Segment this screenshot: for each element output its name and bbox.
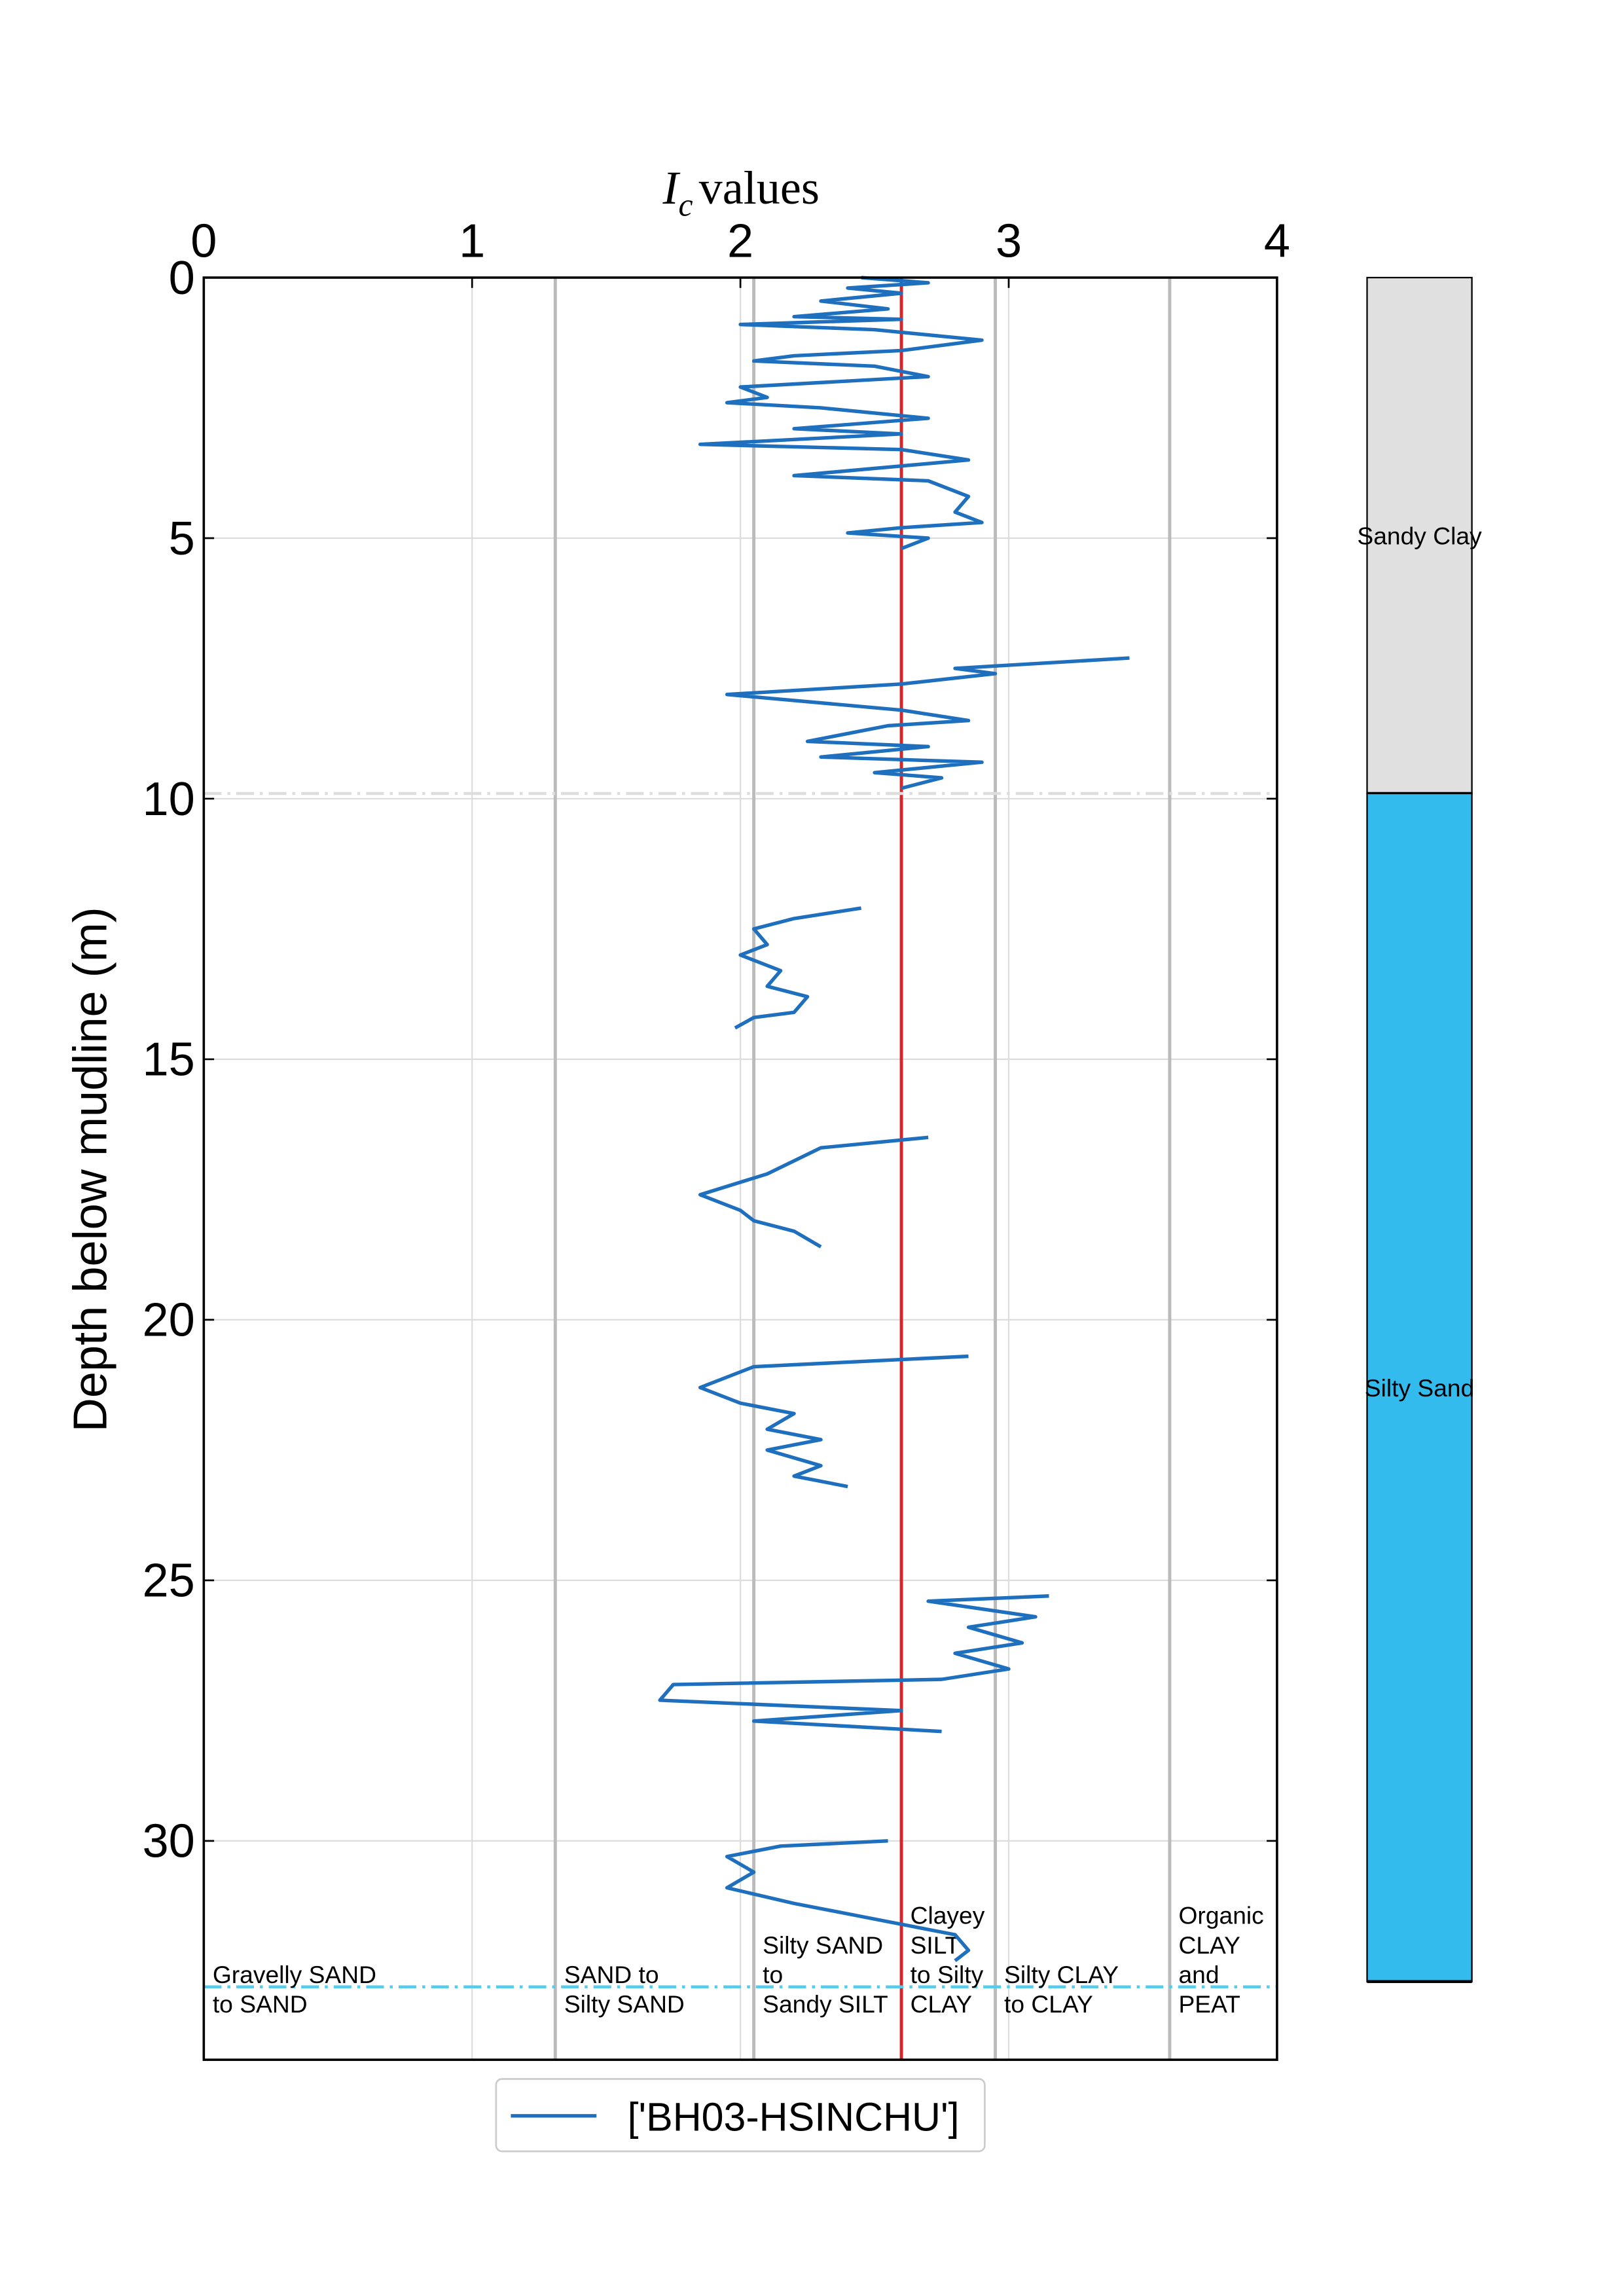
zone-label: Silty CLAY bbox=[1004, 1961, 1119, 1988]
x-label-text: values bbox=[699, 162, 820, 214]
legend-box bbox=[495, 2078, 986, 2153]
y-tick-label: 5 bbox=[169, 513, 195, 565]
zone-label: PEAT bbox=[1178, 1990, 1240, 2018]
y-axis-label: Depth below mudline (m) bbox=[64, 907, 117, 1432]
zone-label: Gravelly SAND bbox=[213, 1961, 376, 1988]
zone-label: CLAY bbox=[1178, 1931, 1240, 1959]
y-tick-label: 15 bbox=[143, 1034, 195, 1086]
x-label-subscript: c bbox=[679, 187, 693, 223]
plot-frame bbox=[202, 276, 1278, 2061]
y-tick-label: 10 bbox=[143, 773, 195, 826]
legend-label: ['BH03-HSINCHU'] bbox=[628, 2094, 960, 2139]
zone-label: to Silty bbox=[911, 1961, 984, 1988]
zone-label: Sandy SILT bbox=[763, 1990, 888, 2018]
x-tick-label: 0 bbox=[190, 215, 217, 267]
data-line bbox=[658, 276, 1130, 1963]
layer-block bbox=[1366, 276, 1473, 795]
zone-label: to bbox=[763, 1961, 783, 1988]
zone-label: Organic bbox=[1178, 1902, 1263, 1929]
x-tick-label: 4 bbox=[1264, 215, 1290, 267]
x-tick-label: 1 bbox=[459, 215, 485, 267]
layer-label: Sandy Clay bbox=[1357, 522, 1482, 550]
zone-label: and bbox=[1178, 1961, 1219, 1988]
x-axis-label: Ic values bbox=[662, 162, 820, 223]
zone-label: Silty SAND bbox=[564, 1990, 685, 2018]
x-tick-label: 2 bbox=[727, 215, 753, 267]
y-tick-label: 30 bbox=[143, 1815, 195, 1868]
y-tick-label: 0 bbox=[169, 252, 195, 304]
layer-block bbox=[1366, 792, 1473, 1982]
zone-label: Silty SAND bbox=[763, 1931, 883, 1959]
zone-label: to CLAY bbox=[1004, 1990, 1093, 2018]
zone-label: SAND to bbox=[564, 1961, 659, 1988]
zone-label: to SAND bbox=[213, 1990, 308, 2018]
layer-label: Silty Sand bbox=[1365, 1374, 1475, 1402]
zone-label: CLAY bbox=[911, 1990, 972, 2018]
x-tick-label: 3 bbox=[996, 215, 1022, 267]
y-tick-label: 25 bbox=[143, 1555, 195, 1607]
y-tick-label: 20 bbox=[143, 1294, 195, 1347]
x-label-symbol: I bbox=[662, 162, 681, 214]
zone-label: Clayey bbox=[911, 1902, 985, 1929]
